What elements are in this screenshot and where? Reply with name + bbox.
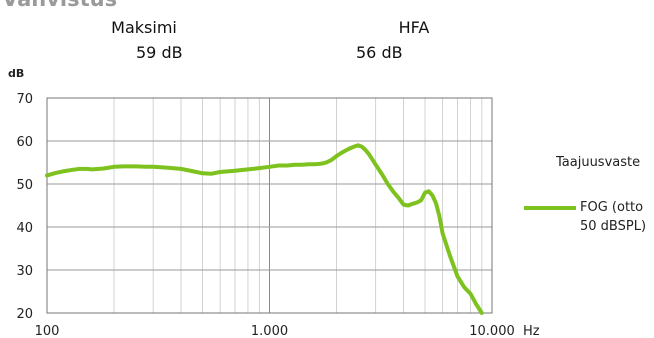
hfa-value: 56 dB — [356, 43, 403, 62]
y-axis-title: dB — [8, 67, 24, 80]
plot-frame — [46, 97, 493, 314]
y-tick-label: 30 — [16, 264, 33, 279]
chart-series — [45, 143, 484, 315]
y-tick-label: 20 — [16, 307, 33, 322]
x-axis-title: Hz — [523, 324, 540, 338]
chart-tick-labels: 20 30 40 50 60 70 100 1.000 10.000 — [16, 92, 514, 338]
series-line-fog — [45, 143, 484, 315]
y-tick-label: 40 — [16, 221, 33, 236]
max-gain-label: Maksimi — [111, 18, 177, 37]
max-gain-value: 59 dB — [136, 43, 183, 62]
x-tick-label: 10.000 — [469, 324, 515, 338]
x-tick-label: 1.000 — [251, 324, 288, 338]
y-tick-label: 60 — [16, 135, 33, 150]
y-tick-label: 50 — [16, 178, 33, 193]
legend-title: Taajuusvaste — [556, 155, 641, 170]
legend-item[interactable]: FOG (otto 50 dBSPL) — [524, 198, 650, 238]
hfa-label: HFA — [398, 18, 430, 37]
chart-grid — [46, 97, 493, 314]
legend-label: FOG (otto 50 dBSPL) — [580, 200, 647, 234]
page-title: Vahvistus — [2, 0, 117, 11]
chart-axes: dB Hz — [8, 67, 540, 338]
legend-swatch — [524, 206, 576, 210]
y-tick-label: 70 — [16, 92, 33, 107]
x-tick-label: 100 — [35, 324, 60, 338]
